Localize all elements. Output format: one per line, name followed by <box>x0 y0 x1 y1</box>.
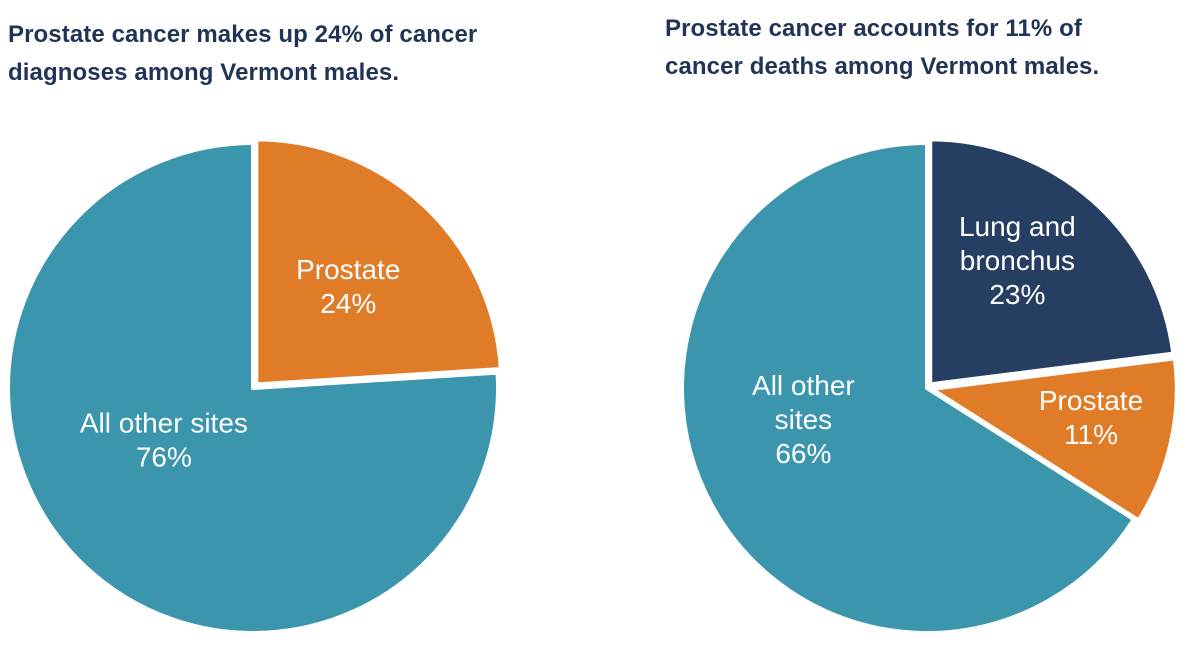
pie-slice-all-other-sites <box>6 141 500 635</box>
pie-slice-lung-and-bronchus <box>928 137 1176 387</box>
chart-title-deaths: Prostate cancer accounts for 11% of canc… <box>665 15 1100 80</box>
chart-title-diagnoses: Prostate cancer makes up 24% of cancer d… <box>8 21 478 86</box>
pie-slice-label-prostate: Prostate 11% <box>1039 385 1143 450</box>
pie-slice-label-all-other-sites: All other sites 76% <box>80 407 248 472</box>
pie-chart-diagnoses: Prostate 24% All other sites 76% <box>6 137 503 635</box>
pie-slice-prostate <box>254 137 503 387</box>
pie-slice-all-other-sites <box>680 141 1136 635</box>
pie-chart-deaths: Lung and bronchus 23% Prostate 11% All other s… <box>680 137 1179 635</box>
pie-slice-prostate <box>929 356 1179 523</box>
pie-slice-label-prostate: Prostate 24% <box>296 253 400 318</box>
pie-slice-label-lung-and-bronchus: Lung and bronchus 23% <box>959 210 1076 309</box>
pie-slice-label-all-other-sites: All other sites 66% <box>752 369 855 468</box>
